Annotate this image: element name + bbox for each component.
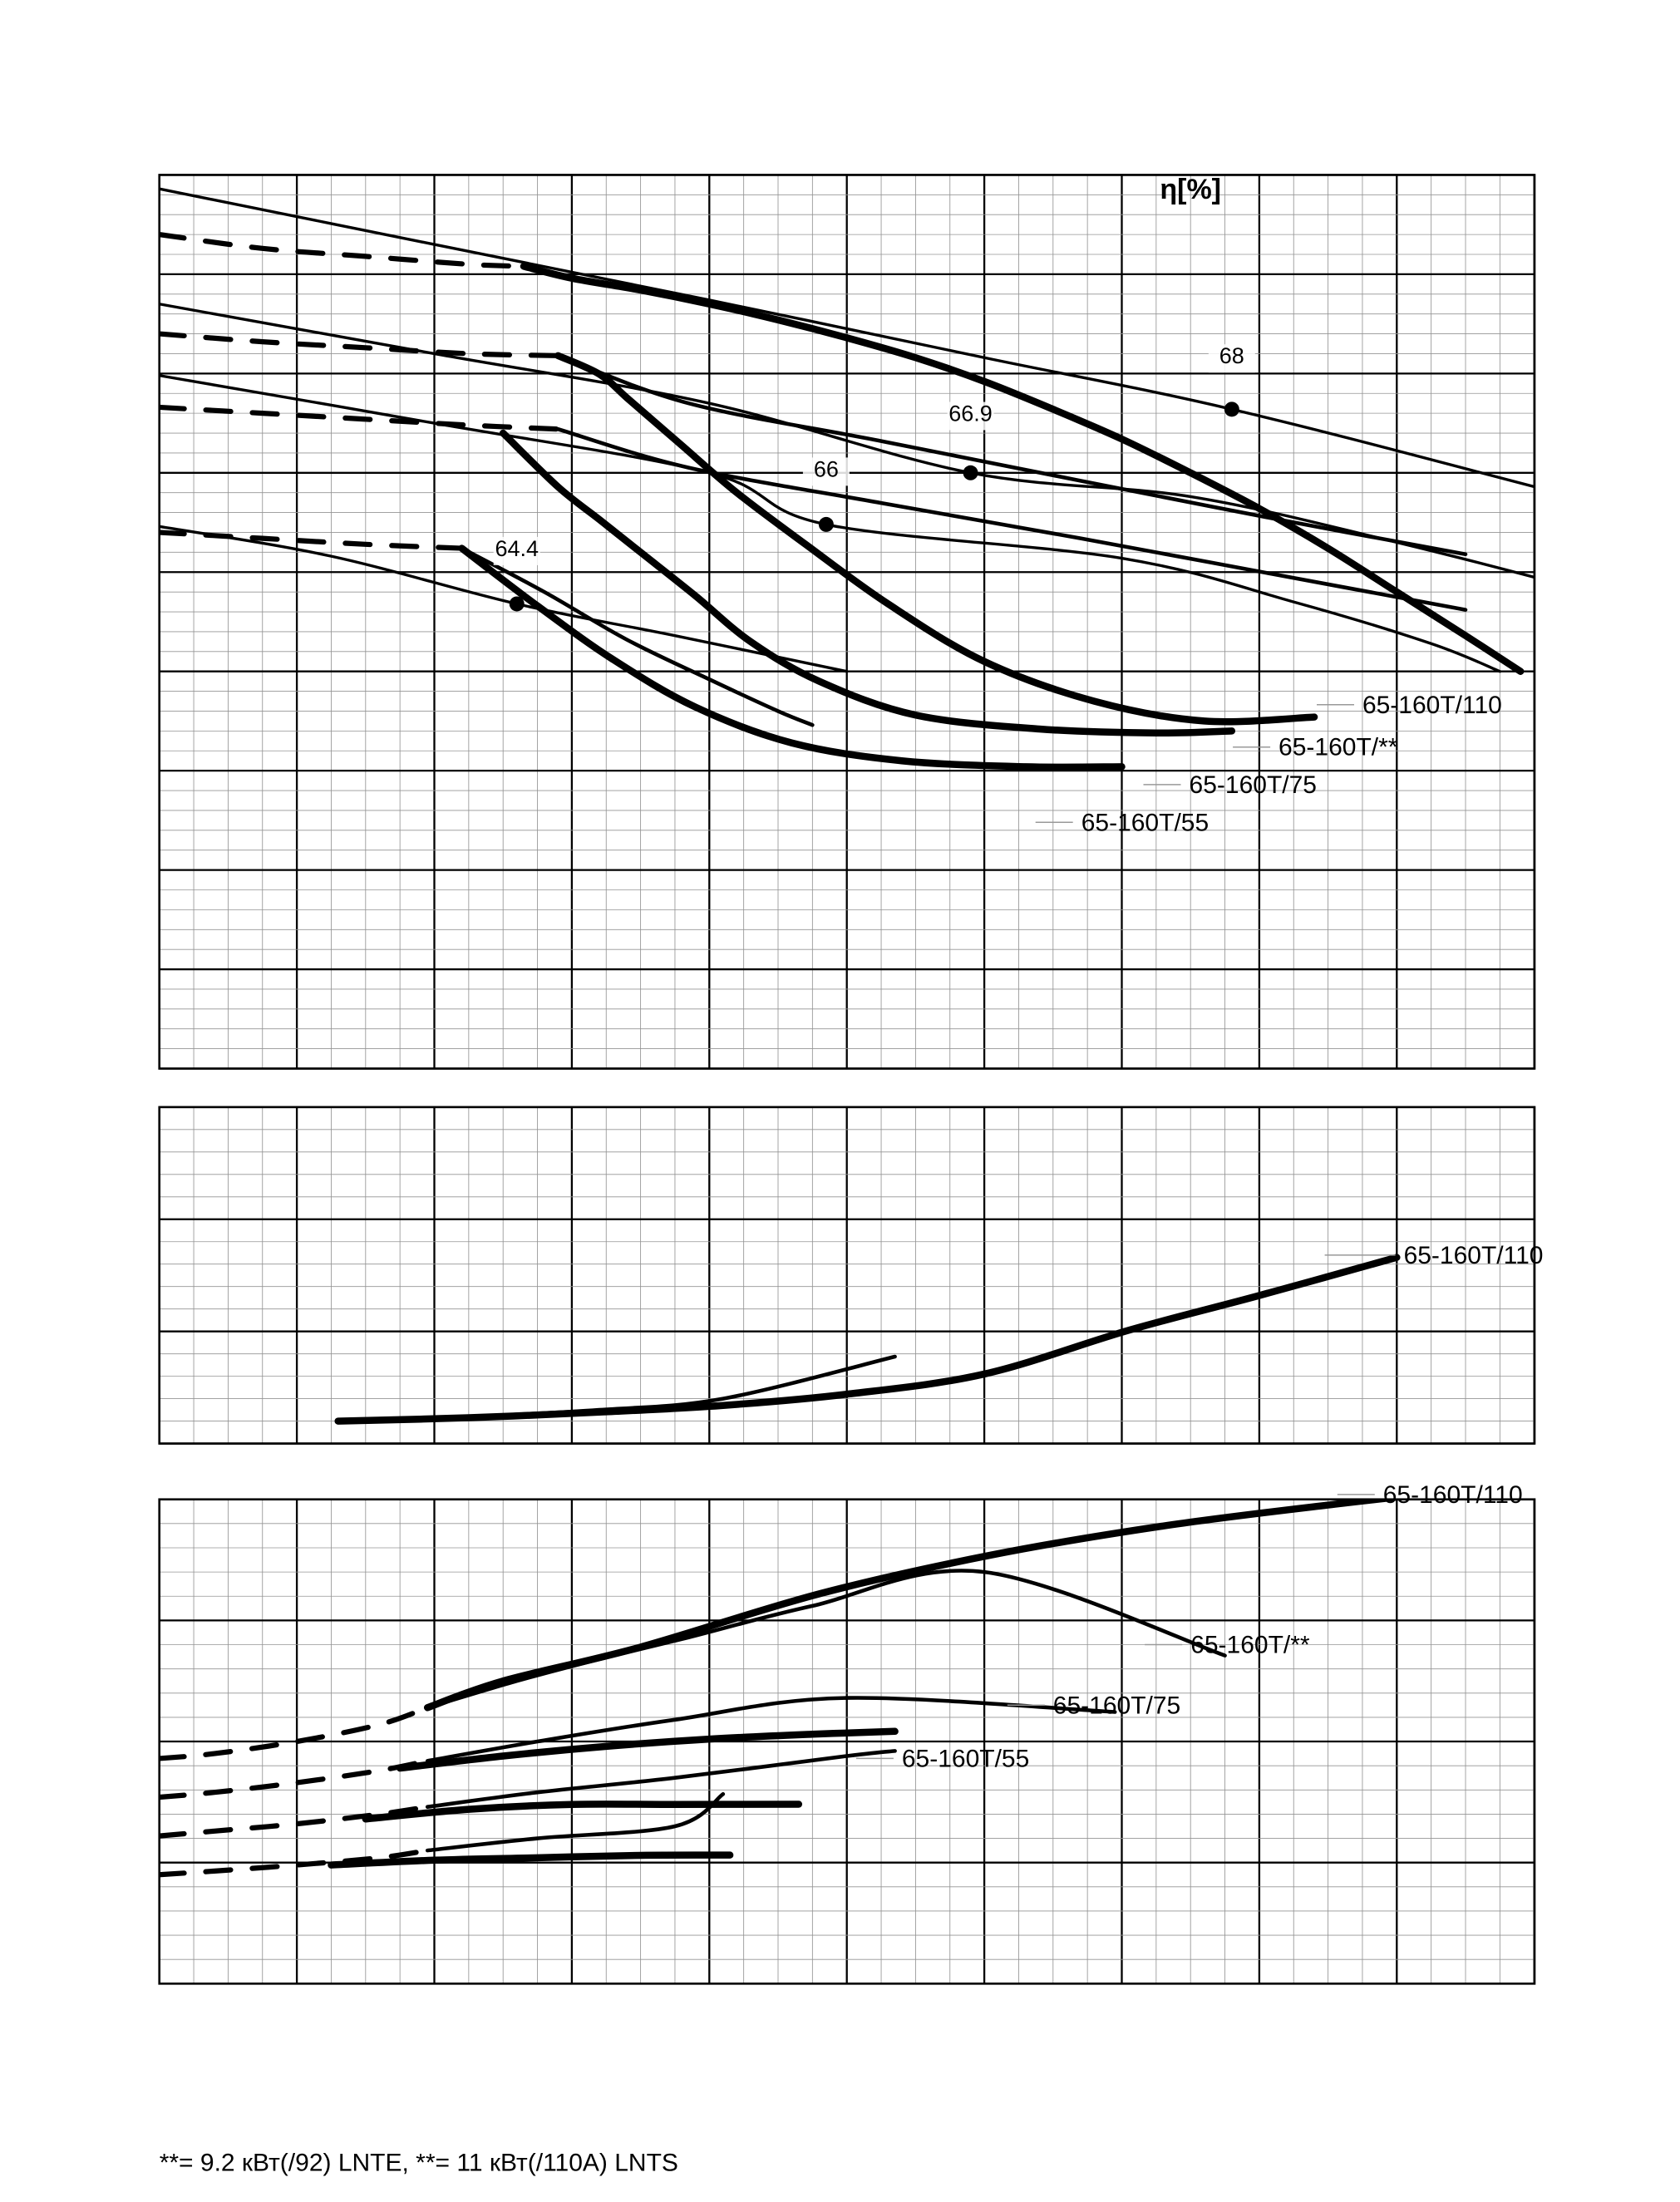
- svg-text:η[%]: η[%]: [1160, 174, 1221, 205]
- svg-text:65-160T/**: 65-160T/**: [1278, 734, 1398, 761]
- svg-text:**= 9.2 кВт(/92) LNTE, **=: **= 9.2 кВт(/92) LNTE, **= 11 кВт(/110A)…: [160, 2149, 678, 2176]
- svg-text:65-160T/55: 65-160T/55: [902, 1745, 1029, 1772]
- svg-text:65-160T/55: 65-160T/55: [1081, 809, 1209, 836]
- svg-text:66.9: 66.9: [948, 401, 993, 426]
- svg-text:65-160T/110: 65-160T/110: [1383, 1481, 1523, 1509]
- svg-text:68: 68: [1219, 343, 1244, 368]
- svg-text:64.4: 64.4: [495, 536, 539, 561]
- svg-text:65-160T/110: 65-160T/110: [1404, 1242, 1544, 1269]
- svg-text:66: 66: [814, 456, 839, 481]
- svg-text:65-160T/75: 65-160T/75: [1053, 1692, 1180, 1719]
- svg-text:65-160T/110: 65-160T/110: [1362, 692, 1502, 719]
- svg-text:65-160T/75: 65-160T/75: [1190, 771, 1317, 799]
- svg-text:65-160T/**: 65-160T/**: [1190, 1632, 1310, 1659]
